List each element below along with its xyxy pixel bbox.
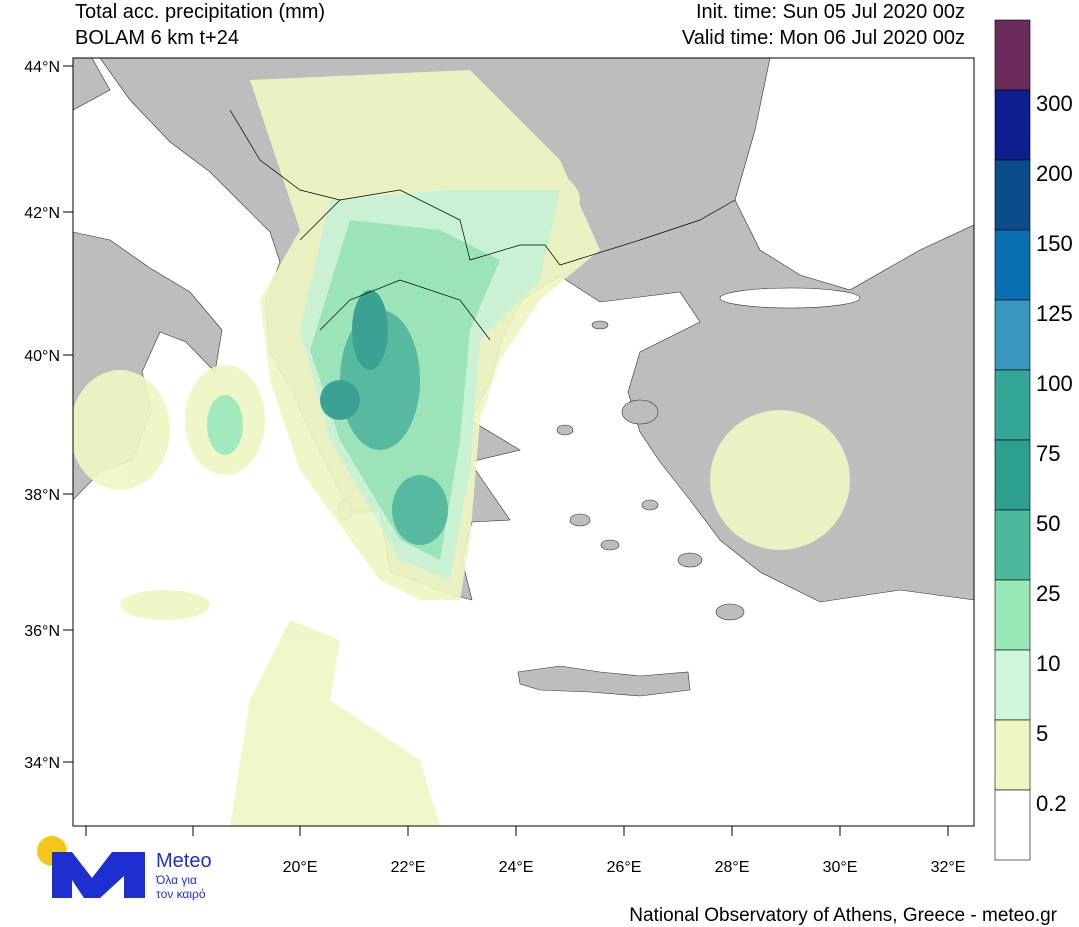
colorbar-segment bbox=[994, 229, 1031, 301]
init-time: Init. time: Sun 05 Jul 2020 00z bbox=[696, 1, 965, 23]
lat-label: 44°N bbox=[24, 59, 60, 76]
lon-label: 26°E bbox=[607, 859, 642, 876]
colorbar-label: 125 bbox=[1036, 301, 1073, 326]
lon-label: 24°E bbox=[499, 859, 534, 876]
colorbar-label: 0.2 bbox=[1036, 791, 1067, 816]
colorbar-segment bbox=[994, 159, 1031, 231]
title: Total acc. precipitation (mm) bbox=[75, 1, 325, 23]
colorbar-label: 200 bbox=[1036, 161, 1073, 186]
colorbar-segment bbox=[994, 369, 1031, 441]
colorbar-segment bbox=[994, 439, 1031, 511]
colorbar-segment bbox=[994, 789, 1031, 861]
model: BOLAM 6 km t+24 bbox=[75, 27, 239, 49]
colorbar-label: 5 bbox=[1036, 721, 1048, 746]
colorbar-label: 75 bbox=[1036, 441, 1060, 466]
crete bbox=[517, 665, 691, 697]
borders bbox=[229, 109, 736, 341]
colorbar-segment bbox=[994, 509, 1031, 581]
lon-label: 30°E bbox=[823, 859, 858, 876]
ticks: 44°N 42°N 40°N 38°N 36°N 34°N 20°E 22°E 24°E 26°E… bbox=[24, 59, 965, 876]
colorbar-segment bbox=[994, 579, 1031, 651]
valid-time: Valid time: Mon 06 Jul 2020 00z bbox=[682, 27, 965, 49]
logo-mark bbox=[52, 852, 145, 898]
colorbar-segment bbox=[994, 299, 1031, 371]
logo: Meteo Όλα για τον καιρό bbox=[37, 836, 212, 901]
lon-label: 20°E bbox=[283, 859, 318, 876]
lon-label: 28°E bbox=[715, 859, 750, 876]
lat-label: 42°N bbox=[24, 205, 60, 222]
colorbar-segment bbox=[994, 89, 1031, 161]
logo-tagline: τον καιρό bbox=[156, 887, 206, 901]
map-frame bbox=[72, 57, 975, 827]
colorbar-segment bbox=[994, 19, 1031, 91]
colorbar-label: 25 bbox=[1036, 581, 1060, 606]
lon-label: 22°E bbox=[391, 859, 426, 876]
colorbar-segment bbox=[994, 649, 1031, 721]
colorbar: 300 200 150 125 100 75 50 25 10 5 0.2 bbox=[994, 19, 1073, 861]
footer: National Observatory of Athens, Greece -… bbox=[629, 905, 1057, 926]
colorbar-label: 100 bbox=[1036, 371, 1073, 396]
colorbar-label: 50 bbox=[1036, 511, 1060, 536]
precipitation bbox=[73, 70, 850, 826]
lon-label: 32°E bbox=[931, 859, 966, 876]
colorbar-label: 10 bbox=[1036, 651, 1060, 676]
map-area bbox=[73, 58, 974, 826]
colorbar-label: 150 bbox=[1036, 231, 1073, 256]
colorbar-segment bbox=[994, 719, 1031, 791]
lat-label: 36°N bbox=[24, 623, 60, 640]
colorbar-label: 300 bbox=[1036, 91, 1073, 116]
lat-label: 34°N bbox=[24, 755, 60, 772]
lat-label: 40°N bbox=[24, 348, 60, 365]
logo-name: Meteo bbox=[156, 850, 212, 872]
lat-label: 38°N bbox=[24, 487, 60, 504]
logo-tagline: Όλα για bbox=[155, 873, 197, 887]
marmara bbox=[719, 287, 861, 309]
